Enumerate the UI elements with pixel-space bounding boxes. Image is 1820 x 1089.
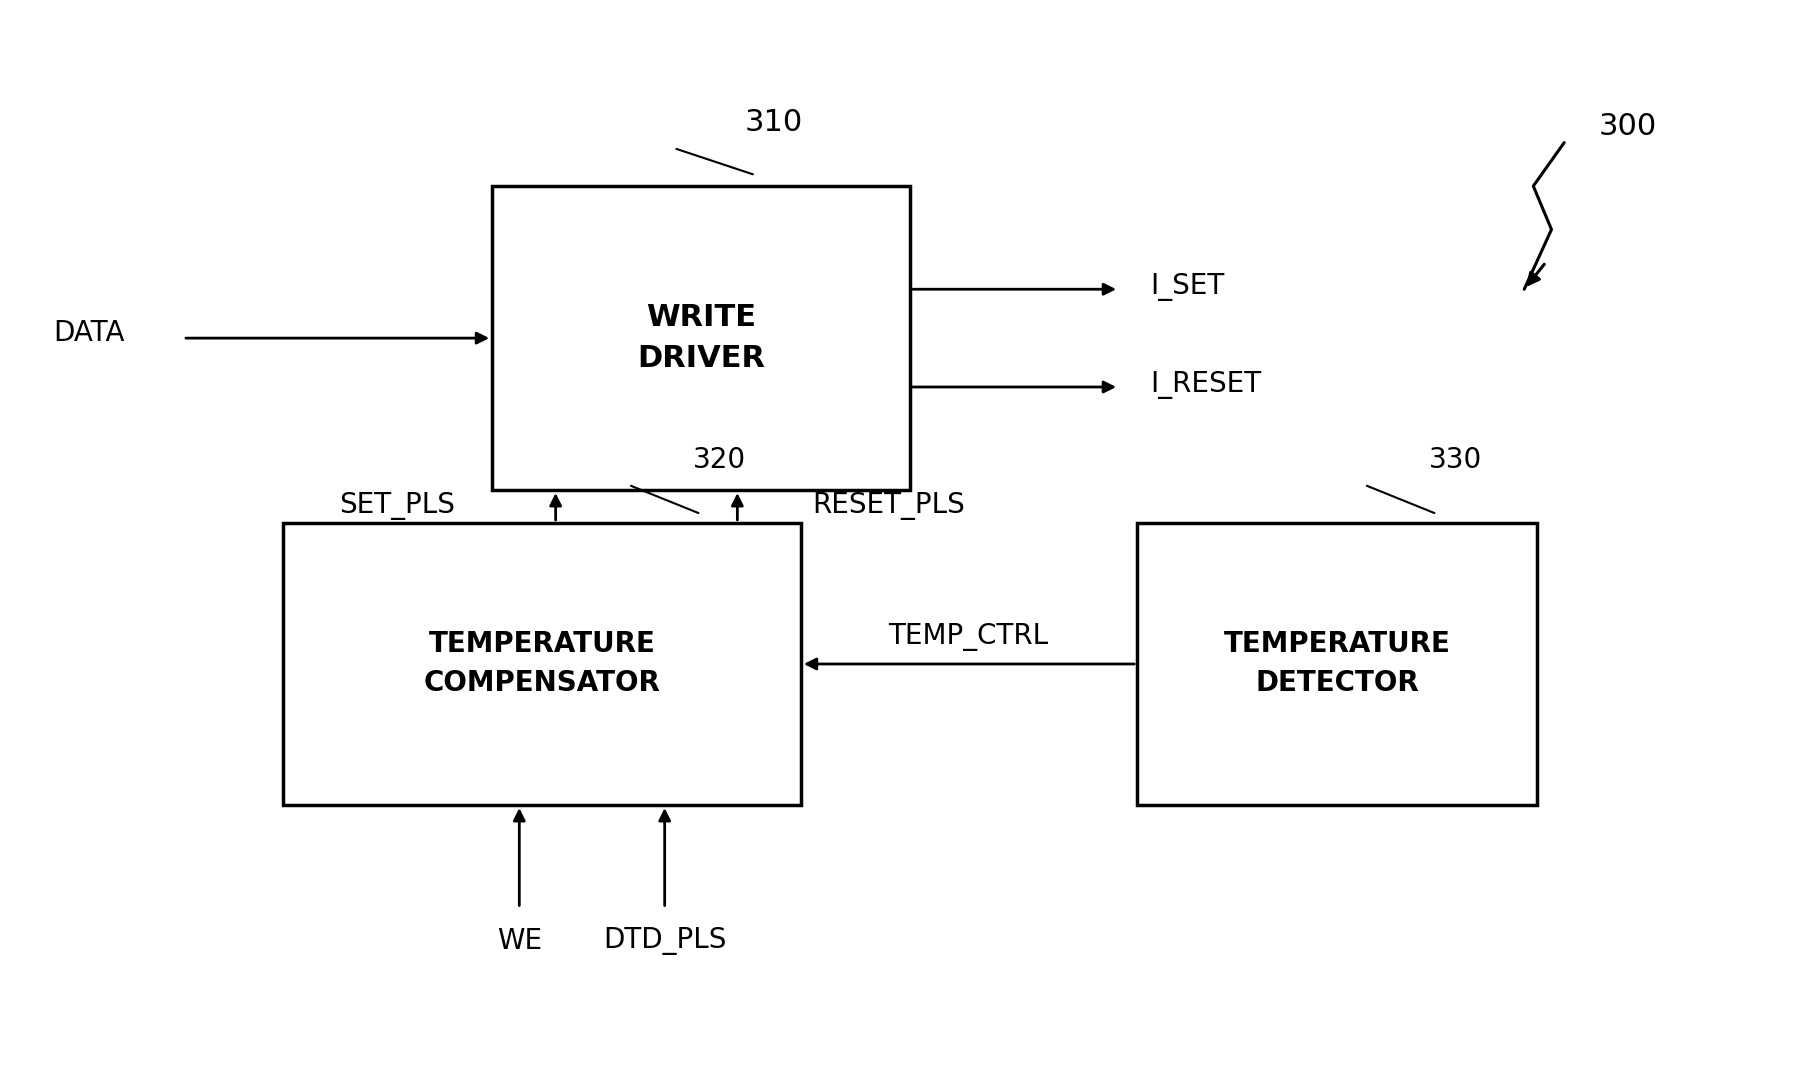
Text: DATA: DATA — [53, 319, 124, 346]
Bar — [284, 523, 801, 805]
Text: TEMP_CTRL: TEMP_CTRL — [888, 623, 1048, 651]
Text: 300: 300 — [1598, 112, 1656, 140]
Text: SET_PLS: SET_PLS — [340, 492, 455, 521]
Text: WE: WE — [497, 927, 542, 955]
Text: TEMPERATURE
DETECTOR: TEMPERATURE DETECTOR — [1223, 631, 1451, 697]
Text: TEMPERATURE
COMPENSATOR: TEMPERATURE COMPENSATOR — [424, 631, 661, 697]
Text: RESET_PLS: RESET_PLS — [812, 492, 965, 521]
Text: 320: 320 — [693, 445, 746, 474]
Text: 330: 330 — [1429, 445, 1481, 474]
Text: 310: 310 — [744, 108, 803, 137]
Bar — [1138, 523, 1536, 805]
Text: DTD_PLS: DTD_PLS — [602, 927, 726, 955]
Bar — [491, 186, 910, 490]
Text: I_RESET: I_RESET — [1150, 371, 1261, 399]
Text: WRITE
DRIVER: WRITE DRIVER — [637, 304, 764, 372]
Text: I_SET: I_SET — [1150, 273, 1225, 301]
